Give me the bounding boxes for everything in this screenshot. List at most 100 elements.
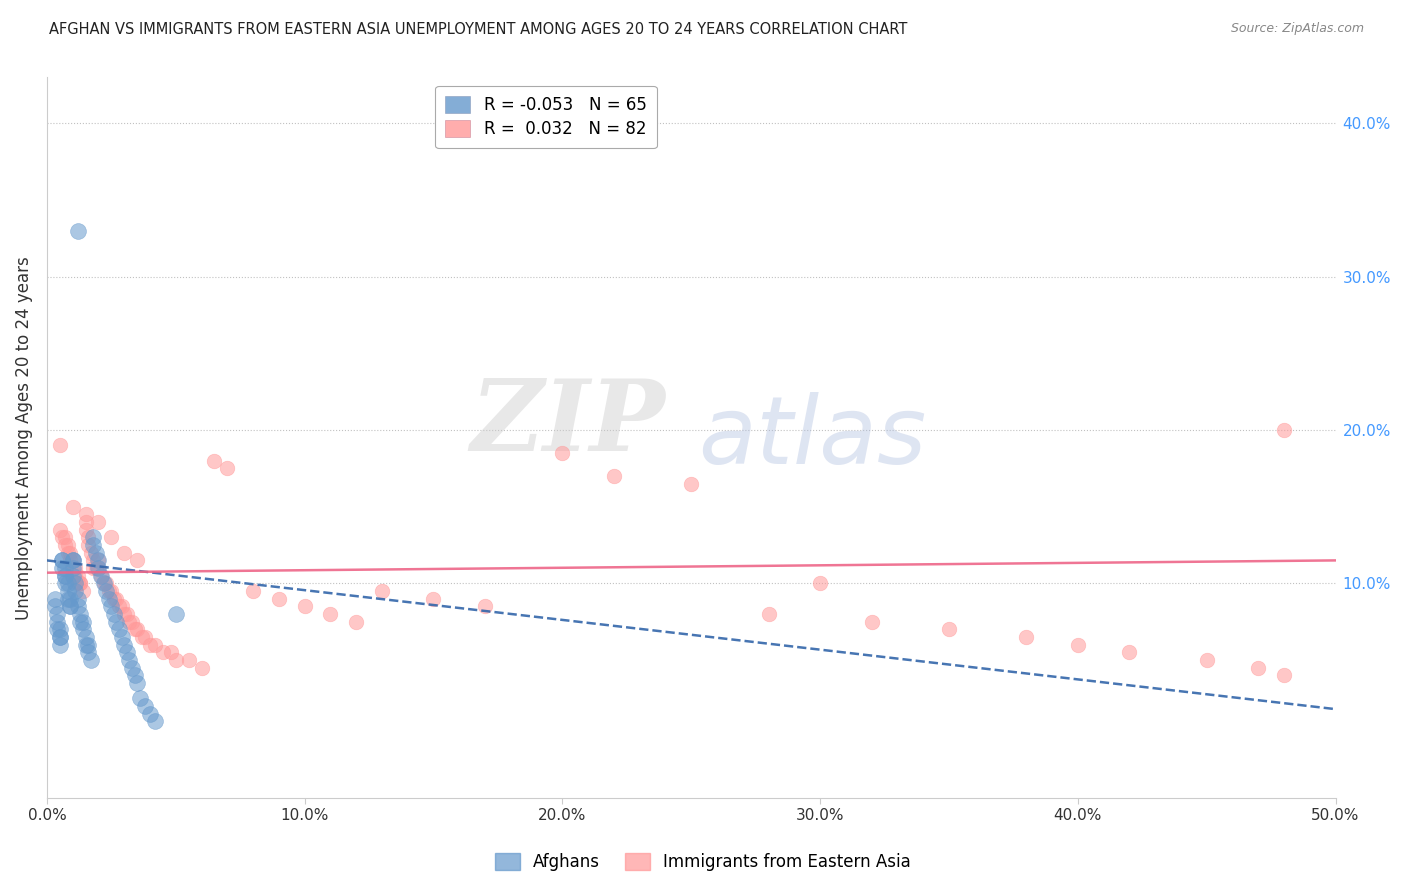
Point xyxy=(84,561,107,575)
Point xyxy=(69,615,91,629)
Point xyxy=(87,515,110,529)
Point xyxy=(1067,638,1090,652)
Text: AFGHAN VS IMMIGRANTS FROM EASTERN ASIA UNEMPLOYMENT AMONG AGES 20 TO 24 YEARS CO: AFGHAN VS IMMIGRANTS FROM EASTERN ASIA U… xyxy=(49,22,908,37)
Point xyxy=(217,461,239,475)
Point xyxy=(127,676,149,690)
Point xyxy=(103,607,125,621)
Point xyxy=(53,568,76,582)
Point xyxy=(808,576,831,591)
Point xyxy=(49,630,72,644)
Point xyxy=(758,607,780,621)
Point xyxy=(128,691,150,706)
Point xyxy=(65,561,87,575)
Point xyxy=(143,638,166,652)
Text: Source: ZipAtlas.com: Source: ZipAtlas.com xyxy=(1230,22,1364,36)
Point xyxy=(46,623,69,637)
Point xyxy=(77,645,100,659)
Point xyxy=(87,561,110,575)
Text: ZIP: ZIP xyxy=(471,376,665,472)
Point xyxy=(115,607,138,621)
Point xyxy=(66,576,89,591)
Point xyxy=(112,638,135,652)
Point xyxy=(62,500,84,514)
Point xyxy=(72,615,94,629)
Point xyxy=(294,599,316,614)
Point xyxy=(90,568,112,582)
Point xyxy=(59,591,82,606)
Point xyxy=(75,515,97,529)
Point xyxy=(115,645,138,659)
Point xyxy=(112,607,135,621)
Point xyxy=(62,553,84,567)
Point xyxy=(59,599,82,614)
Point xyxy=(93,576,115,591)
Point xyxy=(118,615,141,629)
Point xyxy=(93,576,115,591)
Point xyxy=(152,645,174,659)
Point xyxy=(139,706,162,721)
Point xyxy=(66,591,89,606)
Point xyxy=(77,538,100,552)
Point xyxy=(121,661,143,675)
Point xyxy=(96,576,118,591)
Point xyxy=(371,584,394,599)
Point xyxy=(66,224,89,238)
Point xyxy=(1195,653,1218,667)
Point xyxy=(82,561,104,575)
Point xyxy=(165,653,187,667)
Point xyxy=(111,599,134,614)
Point xyxy=(603,469,626,483)
Point xyxy=(177,653,200,667)
Point xyxy=(165,607,187,621)
Point xyxy=(100,530,122,544)
Point xyxy=(319,607,342,621)
Point xyxy=(127,553,149,567)
Point xyxy=(82,538,104,552)
Point xyxy=(56,584,79,599)
Point xyxy=(111,630,134,644)
Point xyxy=(49,638,72,652)
Point xyxy=(53,530,76,544)
Point xyxy=(56,546,79,560)
Point xyxy=(53,538,76,552)
Point xyxy=(1118,645,1140,659)
Point xyxy=(474,599,496,614)
Point xyxy=(62,553,84,567)
Legend: R = -0.053   N = 65, R =  0.032   N = 82: R = -0.053 N = 65, R = 0.032 N = 82 xyxy=(436,86,657,148)
Point xyxy=(56,538,79,552)
Point xyxy=(87,553,110,567)
Point xyxy=(97,584,120,599)
Point xyxy=(66,568,89,582)
Point xyxy=(139,638,162,652)
Point xyxy=(44,591,66,606)
Point xyxy=(80,653,103,667)
Point xyxy=(90,568,112,582)
Point xyxy=(75,630,97,644)
Point xyxy=(105,615,128,629)
Point xyxy=(49,438,72,452)
Point xyxy=(1272,423,1295,437)
Text: atlas: atlas xyxy=(697,392,927,483)
Point xyxy=(56,591,79,606)
Point xyxy=(97,591,120,606)
Point xyxy=(72,623,94,637)
Point xyxy=(159,645,181,659)
Point xyxy=(344,615,367,629)
Point xyxy=(59,553,82,567)
Point xyxy=(59,599,82,614)
Point xyxy=(62,561,84,575)
Point xyxy=(65,568,87,582)
Point xyxy=(53,568,76,582)
Point xyxy=(80,546,103,560)
Point xyxy=(121,615,143,629)
Point xyxy=(75,508,97,522)
Point xyxy=(112,546,135,560)
Point xyxy=(108,599,131,614)
Point xyxy=(65,576,87,591)
Point xyxy=(51,530,73,544)
Point xyxy=(551,446,574,460)
Point xyxy=(204,454,226,468)
Point xyxy=(100,599,122,614)
Point xyxy=(124,623,146,637)
Point xyxy=(75,638,97,652)
